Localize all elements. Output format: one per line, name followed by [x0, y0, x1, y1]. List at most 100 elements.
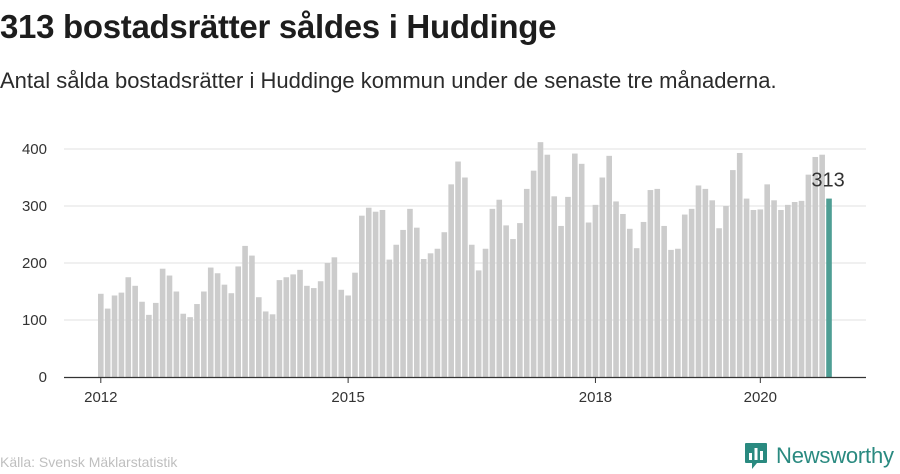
bar: [723, 206, 729, 377]
bar: [352, 272, 358, 377]
bar: [633, 248, 640, 377]
bar: [475, 270, 482, 377]
bar: [544, 154, 551, 377]
y-tick-label: 100: [22, 312, 47, 329]
bar: [462, 177, 468, 377]
bar: [771, 200, 777, 377]
bar: [201, 291, 207, 377]
bar: [819, 154, 825, 377]
bar: [668, 249, 674, 377]
bar: [468, 244, 475, 377]
bar: [104, 308, 111, 377]
bar: [702, 188, 709, 377]
highlight-value-label: 313: [811, 170, 844, 192]
bar: [118, 292, 125, 377]
bar: [599, 177, 606, 377]
chart-subtitle: Antal sålda bostadsrätter i Huddinge kom…: [0, 68, 777, 93]
bar: [324, 263, 331, 377]
bar: [310, 288, 317, 377]
bar: [626, 228, 633, 377]
bar: [173, 291, 180, 377]
bar: [654, 188, 661, 377]
bar: [256, 297, 262, 377]
bar: [778, 209, 784, 377]
bar: [228, 293, 235, 377]
x-tick-label: 2015: [331, 389, 364, 406]
y-tick-label: 300: [22, 198, 47, 215]
bar: [489, 208, 496, 377]
bar: [798, 200, 805, 377]
bar: [276, 280, 283, 377]
bar: [207, 267, 214, 377]
bar: [757, 209, 764, 377]
bar: [283, 277, 290, 377]
bar: [235, 266, 241, 377]
bar: [304, 285, 310, 377]
bar: [159, 268, 166, 377]
bar: [180, 313, 187, 377]
bar: [317, 281, 324, 377]
bar: [139, 301, 145, 377]
bar: [441, 232, 448, 377]
bar: [743, 198, 750, 377]
bar: [125, 277, 132, 377]
bar: [187, 317, 193, 377]
bar: [537, 142, 544, 377]
bar: [214, 273, 221, 377]
bar: [338, 289, 345, 377]
bar: [620, 213, 626, 377]
bar: [709, 200, 716, 377]
y-tick-label: 0: [39, 369, 47, 386]
bar: [565, 196, 571, 377]
bar: [98, 293, 104, 377]
bar: [613, 201, 619, 377]
x-tick-label: 2012: [84, 389, 117, 406]
bar: [675, 248, 681, 377]
bar: [448, 184, 454, 377]
bar: [592, 204, 599, 377]
bar: [558, 225, 564, 377]
bar: [736, 152, 743, 377]
bar: [510, 239, 516, 377]
bar: [194, 304, 200, 377]
newsworthy-logo-icon: [745, 443, 767, 469]
bar: [407, 208, 413, 377]
bar: [606, 155, 612, 377]
bar: [585, 222, 592, 377]
bar: [146, 314, 152, 377]
bar: [764, 184, 770, 377]
source-note: Källa: Svensk Mäklarstatistik: [0, 454, 178, 470]
bar: [262, 311, 269, 377]
bar: [345, 295, 351, 377]
bar: [640, 221, 647, 377]
bar: [393, 244, 400, 377]
bar: [482, 248, 489, 377]
bar: [716, 228, 722, 377]
bar: [688, 208, 695, 377]
bar: [269, 314, 276, 377]
bar: [249, 255, 255, 377]
bar: [681, 214, 688, 377]
bar: [647, 190, 654, 377]
bar: [695, 185, 702, 377]
bar: [242, 245, 248, 377]
bar: [420, 259, 427, 377]
brand-name: Newsworthy: [776, 443, 894, 468]
bar: [503, 225, 509, 377]
bar: [111, 295, 118, 377]
bar: [427, 253, 434, 377]
bar: [530, 170, 537, 377]
bar: [434, 248, 441, 377]
bar: [221, 284, 228, 377]
bar: [578, 163, 585, 377]
bar: [152, 302, 159, 377]
x-tick-label: 2018: [579, 389, 612, 406]
bar: [572, 153, 578, 377]
bar: [386, 259, 393, 377]
y-tick-label: 400: [22, 141, 47, 158]
bar: [372, 211, 379, 377]
bar: [331, 257, 338, 377]
highlight-bar: [826, 198, 832, 377]
bar: [730, 170, 736, 377]
bar: [791, 202, 798, 377]
